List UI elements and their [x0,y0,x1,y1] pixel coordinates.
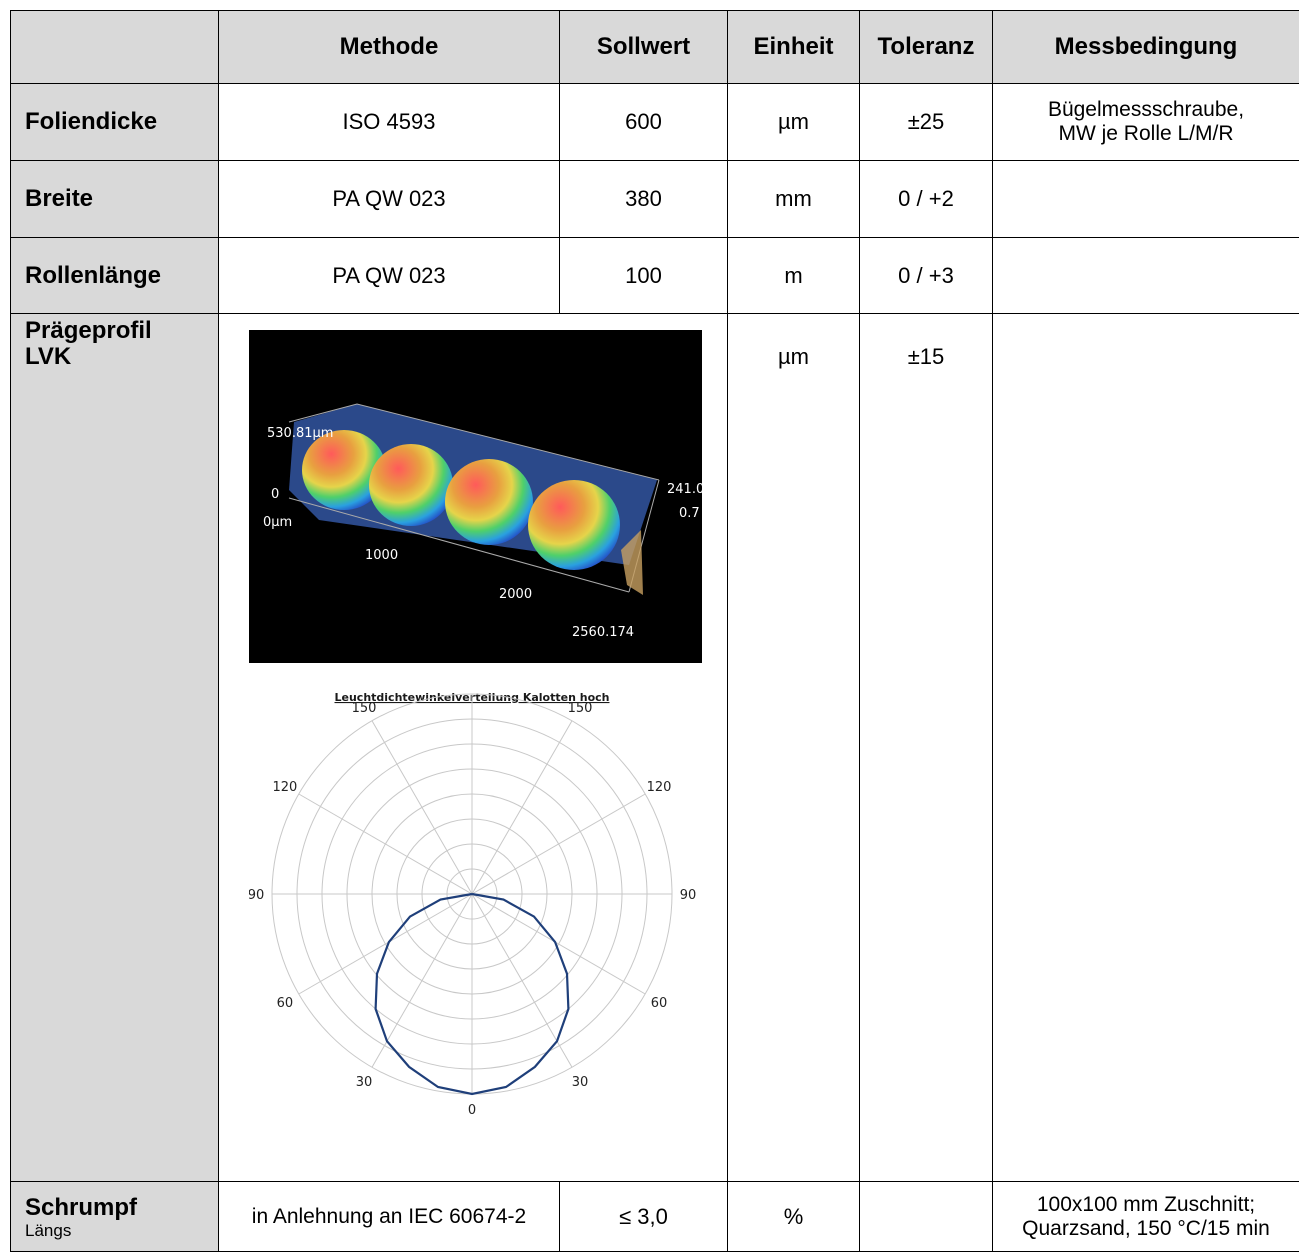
sollwert-cell: 600 [559,83,728,161]
header-toleranz: Toleranz [859,10,993,84]
height-label: 530.81µm [267,426,333,441]
messbedingung-line: Bügelmessschraube, [1047,98,1245,121]
table-row: Rollenlänge PA QW 023 100 m 0 / +3 [10,237,1299,314]
polar-spoke [371,720,473,895]
corner-cell [10,10,219,84]
messbedingung-line: 100x100 mm Zuschnitt; [1036,1192,1256,1216]
dome-shape [369,444,453,526]
methode-cell: PA QW 023 [218,160,560,238]
methode-cell: in Anlehnung an IEC 60674-2 [218,1181,560,1252]
messbedingung-cell: Bügelmessschraube, MW je Rolle L/M/R [992,83,1299,161]
header-messbedingung: Messbedingung [992,10,1299,84]
messbedingung-cell [992,313,1299,1182]
angle-label: 0 [468,1103,476,1118]
polar-spoke [298,793,473,895]
edge-wall [621,530,643,595]
table-row: Foliendicke ISO 4593 600 µm ±25 Bügelmes… [10,83,1299,161]
polar-labels: 150 150 120 120 90 90 60 60 30 30 0 [249,701,696,1118]
einheit-cell: mm [727,160,860,238]
polar-spoke [471,720,573,895]
sollwert-cell: ≤ 3,0 [559,1181,728,1252]
dome-shape [528,480,620,570]
series-curve [374,892,570,1096]
row-label: Breite [10,160,219,238]
angle-label: 150 [568,701,593,716]
angle-label: 60 [277,996,294,1011]
profile-image-cell: 530.81µm 0 0µm 1000 2000 2560.174 241.0 … [218,313,728,1182]
dome-shape [445,459,533,545]
polar-chart: Leuchtdichtewinkelverteilung Kalotten ho… [249,691,696,1118]
toleranz-cell: ±15 [859,313,993,1182]
sollwert-cell: 380 [559,160,728,238]
methode-cell: ISO 4593 [218,83,560,161]
row-label: Rollenlänge [10,237,219,314]
einheit-cell: m [727,237,860,314]
angle-label: 60 [651,996,668,1011]
row-label: Prägeprofil LVK [10,313,219,1182]
toleranz-cell [859,1181,993,1252]
header-sollwert: Sollwert [559,10,728,84]
table-row: Prägeprofil LVK [10,313,1299,1182]
polar-spoke [371,893,473,1068]
toleranz-cell: 0 / +2 [859,160,993,238]
spec-table: Methode Sollwert Einheit Toleranz Messbe… [10,10,1299,1252]
polar-spoke [298,893,473,995]
einheit-cell: µm [727,313,860,1182]
toleranz-cell: ±25 [859,83,993,161]
methode-cell: PA QW 023 [218,237,560,314]
toleranz-cell: 0 / +3 [859,237,993,314]
zero-um-label: 0µm [263,515,292,530]
axis-line [288,497,630,593]
angle-label: 150 [352,701,377,716]
angle-label: 90 [249,888,264,903]
right-label: 0.7 [679,506,700,521]
einheit-cell: % [727,1181,860,1252]
sollwert-cell: 100 [559,237,728,314]
angle-label: 30 [572,1075,589,1090]
header-row: Methode Sollwert Einheit Toleranz Messbe… [10,10,1299,84]
einheit-cell: µm [727,83,860,161]
x-tick-label: 2000 [499,587,532,602]
row-label: Schrumpf Längs [10,1181,219,1252]
right-label: 241.0 [667,482,702,497]
row-label-main: Schrumpf [25,1193,138,1221]
header-einheit: Einheit [727,10,860,84]
messbedingung-line: Quarzsand, 150 °C/15 min [1022,1216,1270,1240]
surface-profile-image: 530.81µm 0 0µm 1000 2000 2560.174 241.0 … [249,330,702,663]
angle-label: 30 [356,1075,373,1090]
table-row: Schrumpf Längs in Anlehnung an IEC 60674… [10,1181,1299,1252]
polar-spoke [471,793,646,895]
x-tick-label: 1000 [365,548,398,563]
frame-line [288,403,660,481]
angle-label: 120 [273,780,298,795]
messbedingung-cell: 100x100 mm Zuschnitt; Quarzsand, 150 °C/… [992,1181,1299,1252]
polar-spoke [471,893,646,995]
angle-label: 120 [647,780,672,795]
zero-label: 0 [271,487,279,502]
table-row: Breite PA QW 023 380 mm 0 / +2 [10,160,1299,238]
messbedingung-cell [992,237,1299,314]
messbedingung-line: MW je Rolle L/M/R [1058,122,1234,145]
row-label-line: Prägeprofil [25,317,152,344]
dome-shape [302,430,386,510]
x-end-label: 2560.174 [572,625,634,640]
messbedingung-cell [992,160,1299,238]
header-methode: Methode [218,10,560,84]
row-label-line: LVK [25,343,72,370]
row-label-sub: Längs [25,1220,72,1240]
polar-spoke [471,893,573,1068]
row-label: Foliendicke [10,83,219,161]
angle-label: 90 [680,888,697,903]
